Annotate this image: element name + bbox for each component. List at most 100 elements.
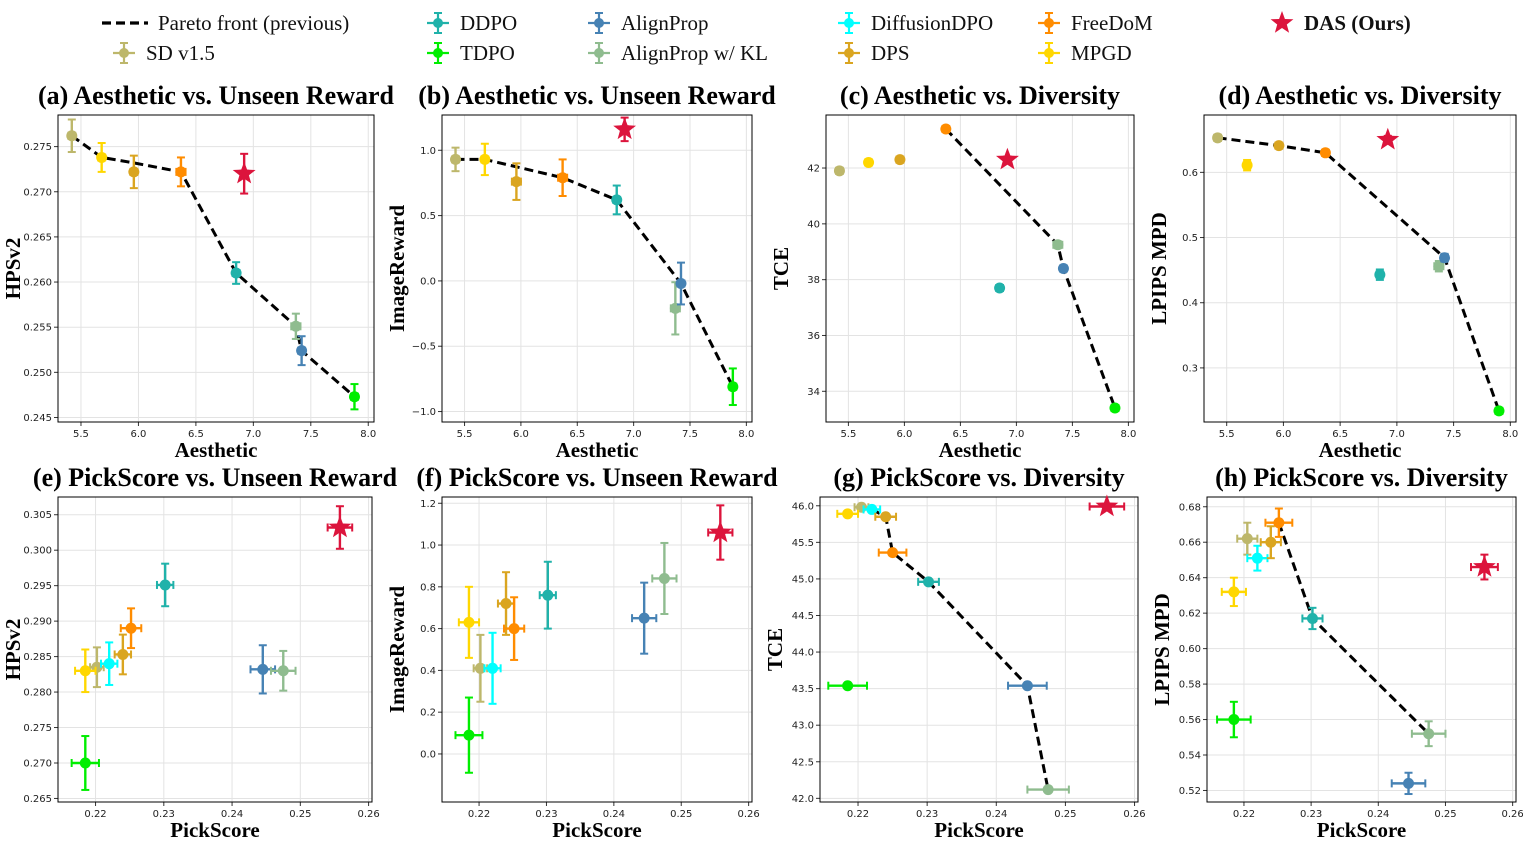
y-tick-label: 34: [807, 387, 820, 398]
x-tick-label: 0.25: [289, 809, 311, 820]
y-tick-label: 0.8: [420, 582, 436, 593]
y-tick-label: 0.56: [1179, 715, 1201, 726]
data-point-sd-v1-5: [472, 633, 489, 703]
point-marker: [230, 267, 242, 279]
y-tick-label: 45.5: [792, 538, 814, 549]
plot-frame: [57, 114, 375, 423]
data-point-alignprop: [1439, 252, 1451, 264]
data-point-freedom: [119, 607, 143, 650]
point-marker: [842, 680, 854, 692]
y-tick-label: 0.295: [23, 581, 52, 592]
x-axis-label: Aesthetic: [939, 438, 1022, 462]
x-tick-label: 0.24: [221, 809, 243, 820]
point-marker: [727, 381, 739, 393]
data-point-das-ours: [707, 504, 734, 561]
data-point-freedom: [1264, 507, 1294, 538]
y-tick-label: 0.5: [1182, 233, 1198, 244]
star-marker: [1095, 494, 1119, 517]
point-marker: [542, 589, 554, 601]
chart-title: (c) Aesthetic vs. Diversity: [840, 81, 1120, 110]
point-marker: [894, 154, 906, 166]
legend-label: DiffusionDPO: [871, 10, 994, 35]
data-point-ddpo: [230, 261, 242, 285]
x-axis-label: PickScore: [934, 818, 1023, 842]
chart-panel-8: 0.22 0.23 0.24 0.25 0.26 0.52 0.54 0.56 0.58 0.60…: [1150, 463, 1523, 842]
point-marker: [1433, 260, 1445, 272]
legend-label: Pareto front (previous): [158, 10, 350, 35]
point-marker: [296, 345, 308, 357]
legend-label: AlignProp: [621, 10, 709, 35]
legend-item-das-ours: DAS (Ours): [1268, 8, 1411, 38]
legend-item-tdpo: TDPO: [424, 38, 515, 68]
data-point-diffusiondpo: [1246, 544, 1269, 572]
point-marker: [1423, 728, 1435, 740]
x-tick-label: 0.23: [535, 809, 557, 820]
chart-panel-1: 5.5 6.0 6.5 7.0 7.5 8.0 0.245 0.250 0.255 0.260 0.…: [1, 81, 395, 462]
star-marker: [1473, 555, 1496, 577]
x-tick-label: 6.5: [1332, 429, 1348, 440]
legend-label: SD v1.5: [146, 40, 215, 65]
data-point-tdpo: [348, 383, 360, 411]
data-point-tdpo: [1216, 700, 1252, 739]
legend-item-alignprop-w-kl: AlignProp w/ KL: [585, 38, 768, 68]
x-tick-label: 0.26: [357, 809, 379, 820]
point-marker: [103, 658, 115, 670]
x-axis-label: PickScore: [552, 818, 641, 842]
star-marker: [708, 520, 732, 543]
x-tick-label: 6.0: [513, 429, 529, 440]
x-tick-label: 0.25: [1054, 809, 1076, 820]
legend-marker-das-ours: [1270, 11, 1294, 33]
legend-marker-dps: [838, 42, 860, 64]
x-tick-label: 7.0: [626, 429, 642, 440]
legend-label: DAS (Ours): [1304, 10, 1411, 35]
data-point-freedom: [1319, 147, 1331, 159]
y-tick-label: 46.0: [792, 501, 814, 512]
pareto-front-line: [871, 508, 1050, 790]
legend-item-freedom: FreeDoM: [1035, 8, 1153, 38]
data-point-dps: [874, 511, 898, 523]
legend-item-pareto-front-previous: Pareto front (previous): [100, 8, 349, 38]
x-tick-label: 0.24: [603, 809, 625, 820]
x-tick-label: 5.5: [457, 429, 473, 440]
y-tick-label: 0.280: [23, 688, 52, 699]
star-marker: [613, 117, 636, 140]
point-marker: [508, 623, 520, 635]
y-axis-label: ImageReward: [385, 586, 409, 713]
y-tick-label: 0.250: [23, 368, 52, 379]
point-marker: [79, 665, 91, 677]
data-point-ddpo: [917, 576, 940, 588]
point-marker: [887, 547, 899, 559]
data-point-mpgd: [479, 142, 491, 177]
y-tick-label: 0.3: [1182, 363, 1198, 374]
legend-marker-pareto-front-previous: [102, 21, 148, 25]
legend-marker-diffusiondpo: [838, 12, 860, 34]
y-tick-label: −0.5: [412, 342, 436, 353]
point-marker: [79, 757, 91, 769]
data-point-sd-v1-5: [833, 165, 845, 177]
y-tick-label: 0.275: [23, 142, 52, 153]
data-point-dps: [113, 633, 133, 676]
chart-panel-3: 5.5 6.0 6.5 7.0 7.5 8.0 34 36 38 40 42 (c) Aestheti…: [769, 81, 1136, 462]
x-tick-label: 6.5: [569, 429, 585, 440]
point-marker: [450, 153, 462, 165]
x-tick-label: 7.5: [303, 429, 319, 440]
point-marker: [1052, 239, 1064, 251]
x-tick-label: 6.5: [952, 429, 968, 440]
plot-frame: [441, 114, 753, 423]
y-tick-label: 0.265: [23, 232, 52, 243]
data-point-ddpo: [1374, 268, 1386, 281]
legend-marker-alignprop: [588, 12, 610, 34]
x-tick-label: 5.5: [840, 429, 856, 440]
legend-item-dps: DPS: [835, 38, 910, 68]
plot-frame: [825, 114, 1135, 423]
point-marker: [669, 302, 681, 314]
legend: Pareto front (previous) SD v1.5 DDPO TDPO Al…: [0, 0, 1523, 72]
legend-marker-sd-v1-5: [113, 42, 135, 64]
legend-label: FreeDoM: [1071, 10, 1153, 35]
y-tick-label: 0.4: [420, 666, 436, 677]
chart-panel-5: 0.22 0.23 0.24 0.25 0.26 0.265 0.270 0.275 0.280…: [1, 463, 398, 842]
data-point-alignprop-w-kl: [651, 541, 678, 615]
y-tick-label: 1.0: [420, 146, 436, 157]
y-tick-label: 36: [807, 331, 820, 342]
data-point-dps: [496, 571, 516, 636]
